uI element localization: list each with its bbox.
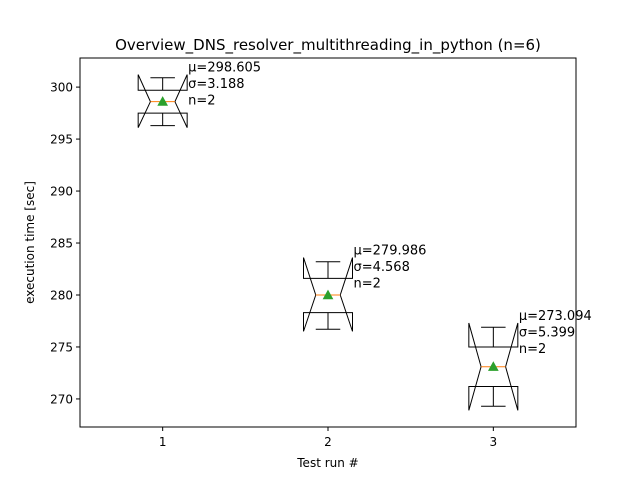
- x-axis-label: Test run #: [296, 456, 358, 470]
- mean-marker: [487, 361, 499, 371]
- stat-annotation: μ=273.094: [519, 309, 592, 324]
- box-body: [468, 322, 519, 411]
- y-tick-label: 270: [50, 392, 73, 406]
- y-tick-label: 275: [50, 340, 73, 354]
- stat-annotation: n=2: [354, 277, 381, 292]
- stat-annotation: σ=3.188: [188, 77, 244, 92]
- mean-marker: [322, 289, 334, 300]
- box-2: [303, 257, 353, 332]
- y-tick-label: 290: [50, 185, 73, 199]
- stat-annotation: μ=279.986: [354, 244, 427, 259]
- chart-title: Overview_DNS_resolver_multithreading_in_…: [115, 36, 541, 55]
- stat-annotation: σ=5.399: [519, 326, 575, 341]
- box-body: [137, 74, 188, 128]
- x-tick-label: 1: [159, 435, 167, 449]
- stat-annotation: μ=298.605: [188, 61, 261, 76]
- mean-marker: [157, 96, 169, 106]
- y-tick-label: 285: [50, 237, 73, 251]
- stat-annotation: n=2: [188, 94, 215, 109]
- stat-annotation: σ=4.568: [354, 260, 410, 275]
- y-axis: 270 275 280 285 290 295 300: [50, 81, 80, 406]
- box-3: [468, 322, 519, 411]
- stat-annotation: n=2: [519, 342, 546, 357]
- x-tick-label: 3: [490, 435, 498, 449]
- box-body: [303, 257, 353, 332]
- y-axis-label: execution time [sec]: [23, 181, 37, 304]
- x-tick-label: 2: [324, 435, 332, 449]
- y-tick-label: 300: [50, 81, 73, 95]
- y-tick-label: 280: [50, 288, 73, 302]
- box-1: [137, 74, 188, 128]
- x-axis: 1 2 3: [159, 427, 497, 449]
- y-tick-label: 295: [50, 133, 73, 147]
- boxes-layer: [137, 74, 519, 411]
